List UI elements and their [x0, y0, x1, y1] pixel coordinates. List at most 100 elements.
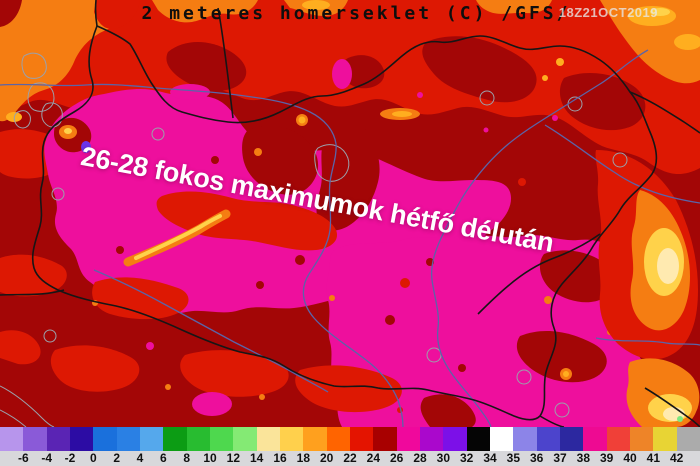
- dot-orange: [165, 384, 171, 390]
- minor-outline: [516, 369, 532, 385]
- legend-segment: [583, 427, 607, 451]
- minor-outline: [51, 187, 65, 201]
- river-east: [595, 337, 700, 346]
- region-darkred-n4: [559, 73, 646, 131]
- dot-darkred: [256, 281, 264, 289]
- legend-segment: [489, 427, 514, 451]
- region-red-balaton: [156, 191, 338, 251]
- dot-red: [400, 278, 410, 288]
- region-darkred-n3: [341, 55, 385, 89]
- region-orange-ne: [600, 0, 700, 84]
- legend-segment: [349, 427, 374, 451]
- minor-outline: [554, 402, 570, 418]
- legend-tick-label: 0: [89, 451, 97, 465]
- dot-orange: [542, 75, 548, 81]
- region-yellow-ferto: [64, 128, 72, 134]
- dot-magenta: [483, 127, 489, 133]
- region-red-spot: [94, 0, 140, 30]
- legend-tick-label: 18: [296, 451, 311, 465]
- dot-red: [518, 178, 526, 186]
- lake-ferto: [81, 141, 91, 153]
- legend-tick-label: 26: [389, 451, 404, 465]
- dot-darkred: [295, 255, 305, 265]
- region-magenta-spot-s: [192, 392, 232, 416]
- dot-darkred: [458, 364, 466, 372]
- region-darkred-mid: [242, 125, 319, 195]
- map-title: 2 meteres homerseklet (C) /GFS/: [141, 3, 571, 24]
- legend-tick-label: 8: [183, 451, 190, 465]
- dot-magenta: [552, 115, 558, 121]
- legend-segment: [373, 427, 397, 451]
- legend-segment: [536, 427, 560, 451]
- legend-segment: [69, 427, 94, 451]
- legend-segment: [559, 427, 584, 451]
- legend-segment: [139, 427, 164, 451]
- border-segment-s: [539, 415, 565, 427]
- border-lines-layer: [0, 0, 700, 427]
- legend-segment: [46, 427, 70, 451]
- legend-tick-label: 41: [646, 451, 661, 465]
- legend-tick-label: 28: [413, 451, 427, 465]
- region-darkred-se2: [516, 330, 607, 383]
- legend-tick-label: -6: [17, 451, 29, 465]
- region-darkred-n1: [166, 42, 247, 91]
- legend-segment: [326, 427, 350, 451]
- river-northeast: [544, 124, 700, 204]
- legend-tick-label: 20: [319, 451, 334, 465]
- model-run-timestamp: 18Z21OCT2019: [558, 5, 658, 20]
- region-red-sw3: [0, 330, 41, 365]
- dot-magenta: [417, 92, 423, 98]
- legend-segment: [23, 427, 47, 451]
- legend-labels: -6 -4 -2 0 2 4 6 8 10 12 14 16 18 20 22 24 26 28 30 32 34 35 3…: [0, 451, 700, 466]
- legend-tick-label: 14: [249, 451, 264, 465]
- border-hungary: [31, 24, 658, 421]
- region-orange-n1: [152, 0, 258, 23]
- border-segment-se-corner: [644, 387, 700, 427]
- river-drava: [93, 269, 329, 393]
- minor-outline: [479, 90, 495, 106]
- dot-green: [677, 416, 683, 422]
- minor-line-sw: [0, 385, 55, 427]
- region-yellow-ne2: [650, 8, 670, 16]
- legend-segment: [629, 427, 654, 451]
- region-orange-nw: [0, 0, 138, 122]
- minor-outline: [612, 152, 628, 168]
- region-north-red-band: [0, 0, 700, 175]
- legend-tick-label: 36: [529, 451, 544, 465]
- minor-outline: [21, 52, 47, 79]
- dot-magenta: [146, 342, 154, 350]
- lake-balaton-inner: [134, 214, 222, 260]
- legend-tick-label: -2: [64, 451, 76, 465]
- region-yellow-spot-n: [302, 0, 330, 10]
- legend-segment: [443, 427, 467, 451]
- legend-segment: [0, 427, 24, 451]
- region-darkred-se3: [420, 394, 476, 427]
- legend-segment: [606, 427, 630, 451]
- minor-outline: [43, 329, 57, 343]
- minor-line-sw2: [0, 409, 27, 427]
- minor-outline: [13, 110, 31, 129]
- legend-colorbar: [0, 427, 700, 451]
- legend-tick-label: 32: [459, 451, 474, 465]
- legend-tick-label: 40: [623, 451, 637, 465]
- river-tisza: [430, 49, 649, 427]
- legend-segment: [93, 427, 117, 451]
- legend-tick-label: 6: [159, 451, 167, 465]
- dot-darkred: [211, 156, 219, 164]
- region-red-sw4: [50, 345, 140, 392]
- dot-yellow: [298, 116, 306, 124]
- legend-segment: [186, 427, 210, 451]
- region-red-sw6: [295, 365, 402, 413]
- legend-segment: [396, 427, 420, 451]
- legend-segment: [116, 427, 140, 451]
- legend-segment: [256, 427, 280, 451]
- legend-tick-label: 38: [576, 451, 591, 465]
- border-segment-sw: [0, 289, 65, 296]
- city-outline-budapest: [314, 144, 350, 182]
- region-yellow-danube: [392, 111, 412, 117]
- legend-segment: [163, 427, 187, 451]
- legend-tick-label: 35: [506, 451, 521, 465]
- legend-segment: [513, 427, 537, 451]
- legend-tick-label: 16: [273, 451, 287, 465]
